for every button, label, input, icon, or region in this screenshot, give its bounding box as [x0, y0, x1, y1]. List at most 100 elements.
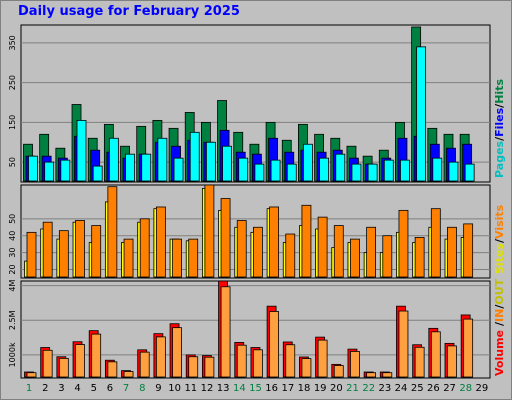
legend-sep-3: / [493, 238, 506, 243]
chart-title: Daily usage for February 2025 [18, 4, 240, 19]
pages-bar [92, 165, 103, 182]
legend-in: IN [493, 309, 506, 322]
visits-bar [26, 231, 37, 278]
in-out-bar [204, 356, 215, 378]
in-out-bar [139, 351, 150, 378]
visits-bar [430, 208, 441, 278]
x-tick-label: 12 [201, 383, 214, 394]
x-tick-label: 24 [395, 383, 408, 394]
y-tick-label: 250 [8, 75, 17, 90]
pages-bar [141, 153, 152, 182]
pages-bar [303, 143, 313, 182]
visits-bar [398, 209, 409, 278]
visits-bar [188, 238, 199, 278]
in-out-bar [58, 357, 69, 378]
x-tick-label: 8 [139, 383, 145, 394]
in-out-bar [398, 310, 409, 378]
in-out-bar [172, 327, 182, 378]
in-out-bar [285, 344, 296, 378]
x-tick-label: 10 [168, 383, 181, 394]
pages-bar [367, 163, 378, 182]
visits-bar [253, 226, 263, 278]
x-tick-label: 28 [459, 383, 472, 394]
visits-bar [317, 216, 328, 278]
in-out-bar [155, 336, 166, 378]
x-tick-label: 29 [476, 383, 489, 394]
pages-bar [108, 137, 119, 182]
visits-bar [414, 237, 425, 278]
x-tick-label: 18 [298, 383, 311, 394]
x-tick-label: 26 [427, 383, 440, 394]
in-out-bar [91, 333, 102, 378]
visits-bar [285, 233, 296, 278]
in-out-bar [123, 371, 134, 378]
legend-visits: Visits [493, 204, 506, 239]
x-tick-label: 22 [362, 383, 375, 394]
in-out-bar [253, 349, 263, 378]
pages-bar [238, 157, 249, 182]
legend-hits: Hits [493, 79, 506, 104]
visits-bar [366, 226, 377, 278]
pages-bar [205, 141, 216, 182]
pages-bar [416, 46, 427, 182]
in-out-bar [350, 351, 360, 378]
visits-bar [236, 220, 247, 278]
in-out-bar [236, 344, 247, 378]
visits-bar [42, 221, 53, 278]
pages-bar [448, 161, 459, 182]
visits-bar [447, 226, 457, 278]
visits-bar [123, 238, 134, 278]
pages-bar [319, 157, 330, 182]
visits-bar [107, 186, 118, 278]
visits-bar [58, 230, 69, 278]
legend-out: OUT [493, 278, 506, 304]
y-tick-label: 4M [8, 280, 17, 292]
legend-top: Pages/Files/Hits [493, 79, 506, 178]
in-out-bar [382, 372, 393, 378]
y-tick-label: 50 [8, 214, 17, 224]
x-tick-label: 27 [443, 383, 456, 394]
y-tick-labels: 350 250 150 50 50 40 30 20 4M 2.5M 1000k [8, 35, 17, 367]
visits-bar [155, 206, 166, 278]
x-tick-label: 23 [379, 383, 392, 394]
x-tick-label: 14 [233, 383, 246, 394]
visits-bar [75, 220, 85, 278]
pages-bar [335, 153, 346, 182]
pages-bar [400, 159, 410, 182]
in-out-bar [26, 372, 37, 378]
x-tick-label: 21 [346, 383, 359, 394]
y-tick-label: 40 [8, 231, 17, 241]
x-tick-label: 1 [26, 383, 32, 394]
y-tick-label: 30 [8, 248, 17, 258]
x-tick-label: 25 [411, 383, 424, 394]
in-out-bar [463, 318, 474, 378]
x-tick-label: 20 [330, 383, 343, 394]
visits-bar [333, 225, 344, 278]
pages-bar [44, 161, 55, 182]
visits-bar [139, 218, 150, 278]
in-out-bar [42, 349, 53, 378]
in-out-bar [366, 372, 377, 378]
pages-bar [254, 163, 265, 182]
legend-volume: Volume [493, 330, 506, 376]
pages-bar [157, 137, 168, 182]
pages-bar [432, 157, 443, 182]
in-out-bar [188, 356, 199, 378]
visits-bar [220, 198, 231, 278]
legend-sep-4: / [493, 321, 506, 326]
x-tick-labels: 1 2 3 4 5 6 7 8 9 10 11 12 13 14 15 16 17 18 19 20 21 22 23 24 2… [26, 383, 488, 394]
visits-bar [204, 184, 215, 278]
pages-bar [286, 163, 297, 182]
in-out-bar [269, 311, 279, 378]
x-tick-label: 3 [58, 383, 64, 394]
pages-bar [189, 131, 200, 182]
y-tick-label: 50 [8, 157, 17, 167]
x-tick-label: 5 [91, 383, 97, 394]
y-tick-label: 350 [8, 35, 17, 50]
in-out-bar [301, 358, 312, 378]
bars [23, 26, 475, 378]
pages-bar [222, 145, 232, 182]
pages-bar [464, 163, 475, 182]
pages-bar [351, 163, 362, 182]
y-tick-label: 2.5M [8, 310, 17, 330]
